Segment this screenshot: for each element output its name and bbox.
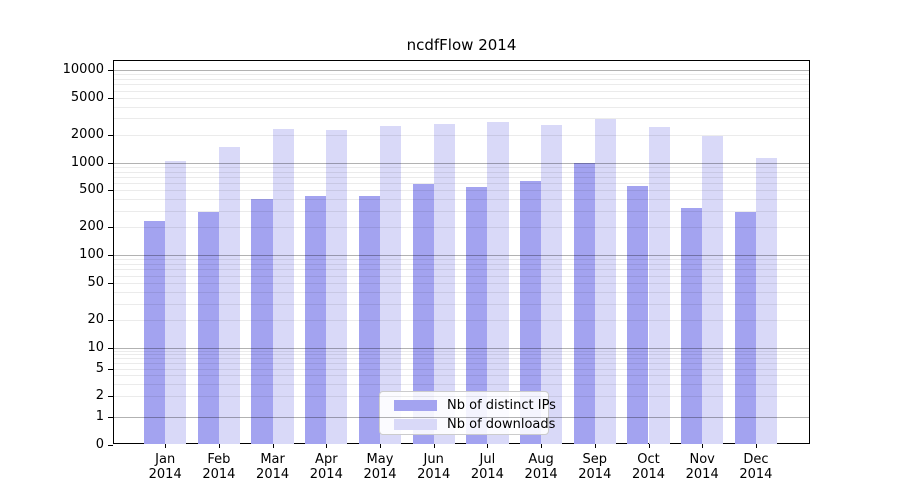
y-tick xyxy=(108,348,113,349)
bar-distinct-ips-feb xyxy=(197,211,219,444)
x-tick-label-apr: Apr 2014 xyxy=(309,452,343,482)
bar-distinct-ips-aug xyxy=(519,180,542,444)
bar-distinct-ips-mar xyxy=(251,199,273,444)
bar-downloads-feb xyxy=(218,147,241,444)
legend-entry-downloads: Nb of downloads xyxy=(394,417,555,432)
y-tick-label: 50 xyxy=(87,275,104,290)
bar-downloads-sep xyxy=(594,118,616,444)
y-tick xyxy=(108,320,113,321)
y-tick-label: 10 xyxy=(87,339,104,355)
bar-downloads-jan xyxy=(165,160,187,444)
y-tick xyxy=(108,135,113,136)
bar-distinct-ips-apr xyxy=(305,196,327,444)
bar-downloads-apr xyxy=(326,129,348,444)
x-tick xyxy=(541,444,542,448)
x-tick xyxy=(756,444,757,448)
x-tick-label-feb: Feb 2014 xyxy=(202,452,236,482)
y-tick-label: 100 xyxy=(79,247,104,263)
bar-distinct-ips-may xyxy=(358,196,380,444)
x-tick-label-may: May 2014 xyxy=(363,452,397,482)
x-tick xyxy=(165,444,166,448)
y-tick xyxy=(108,283,113,284)
gridline-minor xyxy=(114,79,809,80)
y-tick xyxy=(108,163,113,164)
x-tick-label-aug: Aug 2014 xyxy=(524,452,558,482)
bar-distinct-ips-nov xyxy=(681,207,703,444)
x-tick xyxy=(595,444,596,448)
y-tick-label: 0 xyxy=(95,436,104,452)
x-tick xyxy=(434,444,435,448)
bar-distinct-ips-jun xyxy=(412,184,434,444)
x-tick xyxy=(487,444,488,448)
bar-downloads-jun xyxy=(433,124,455,444)
bar-downloads-aug xyxy=(541,124,563,444)
gridline-minor xyxy=(114,107,809,108)
x-tick-label-mar: Mar 2014 xyxy=(256,452,290,482)
plot-area: Nb of distinct IPs Nb of downloads xyxy=(113,60,810,444)
y-tick-label: 20 xyxy=(87,311,104,327)
gridline-minor xyxy=(114,74,809,75)
bar-downloads-nov xyxy=(702,136,724,444)
y-tick-label: 1 xyxy=(95,409,104,425)
legend-swatch-distinct-ips xyxy=(394,400,437,411)
gridline-major xyxy=(114,70,809,71)
x-tick xyxy=(219,444,220,448)
bar-distinct-ips-oct xyxy=(627,185,649,444)
bar-downloads-dec xyxy=(755,158,778,444)
x-tick xyxy=(380,444,381,448)
legend-swatch-downloads xyxy=(394,419,437,430)
y-tick xyxy=(108,255,113,256)
x-tick-label-jun: Jun 2014 xyxy=(417,452,451,482)
x-tick-label-oct: Oct 2014 xyxy=(631,452,666,482)
x-tick xyxy=(649,444,650,448)
gridline-minor xyxy=(114,91,809,92)
y-tick-label: 500 xyxy=(79,182,104,198)
legend-entry-distinct-ips: Nb of distinct IPs xyxy=(394,398,556,413)
y-tick xyxy=(108,445,113,446)
y-tick-label: 200 xyxy=(79,219,104,235)
legend-label-downloads: Nb of downloads xyxy=(447,417,556,432)
chart-title: ncdfFlow 2014 xyxy=(406,36,517,54)
y-tick xyxy=(108,227,113,228)
y-tick xyxy=(108,369,113,370)
y-tick-label: 5 xyxy=(95,360,104,376)
x-tick-label-sep: Sep 2014 xyxy=(578,452,612,482)
legend-label-distinct-ips: Nb of distinct IPs xyxy=(447,398,556,413)
x-tick xyxy=(702,444,703,448)
y-tick xyxy=(108,417,113,418)
x-tick-label-jul: Jul 2014 xyxy=(470,452,504,482)
x-tick xyxy=(273,444,274,448)
gridline-minor xyxy=(114,118,809,119)
bar-distinct-ips-jul xyxy=(466,187,488,444)
bar-downloads-mar xyxy=(272,129,294,444)
y-tick xyxy=(108,396,113,397)
bar-downloads-jul xyxy=(487,122,509,444)
x-tick-label-jan: Jan 2014 xyxy=(148,452,182,482)
x-tick-label-dec: Dec 2014 xyxy=(739,452,773,482)
y-tick xyxy=(108,70,113,71)
x-tick-label-nov: Nov 2014 xyxy=(685,452,719,482)
bar-distinct-ips-jan xyxy=(144,220,166,444)
y-tick-label: 5000 xyxy=(70,89,104,105)
y-tick xyxy=(108,190,113,191)
y-tick-label: 2 xyxy=(95,388,104,404)
y-tick-label: 2000 xyxy=(70,126,104,142)
gridline-minor xyxy=(114,84,809,85)
y-tick-label: 10000 xyxy=(62,62,104,78)
legend: Nb of distinct IPs Nb of downloads xyxy=(379,391,556,435)
y-tick-label: 1000 xyxy=(70,154,104,170)
bar-downloads-may xyxy=(380,126,402,444)
bar-distinct-ips-dec xyxy=(734,211,756,444)
gridline-minor xyxy=(114,98,809,99)
x-tick xyxy=(326,444,327,448)
y-tick xyxy=(108,98,113,99)
bar-distinct-ips-sep xyxy=(573,162,595,444)
bar-downloads-oct xyxy=(648,126,670,444)
